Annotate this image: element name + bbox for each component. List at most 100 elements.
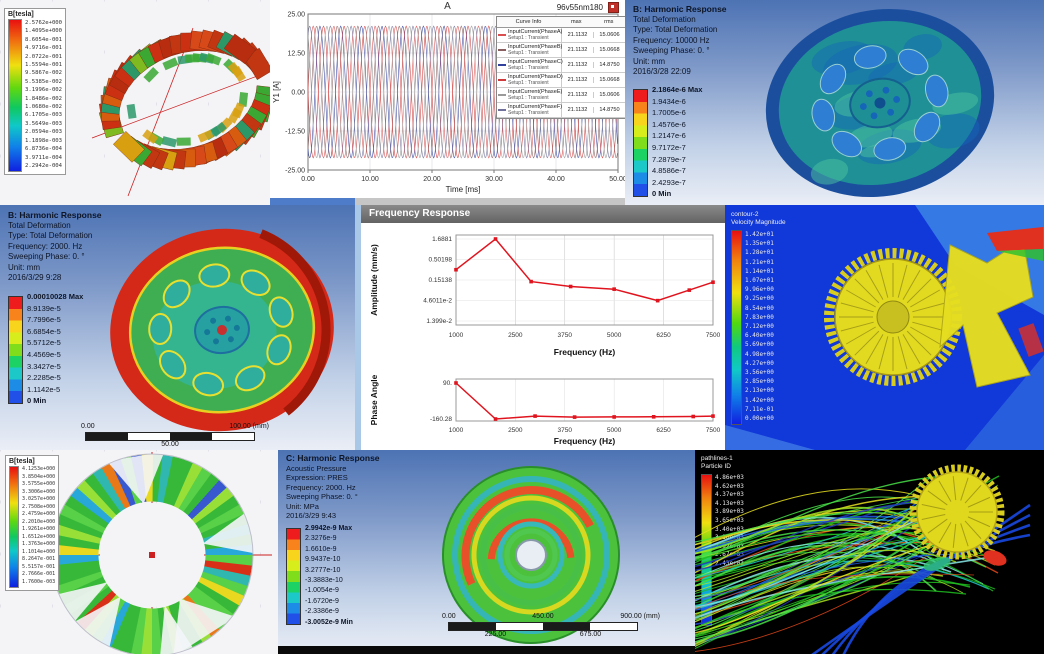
svg-text:3750: 3750 bbox=[557, 332, 572, 339]
cfd-velocity-contour-panel: contour-2 Velocity Magnitude 1.42e+01 1.3… bbox=[725, 205, 1044, 450]
info-line: Expression: PRES bbox=[286, 473, 348, 482]
flux-colorbar bbox=[8, 19, 22, 172]
legend-values: 2.9942e-9 Max 2.3276e-9 1.6610e-9 9.9437e-1… bbox=[305, 524, 353, 628]
legend-title: B[tesla] bbox=[9, 458, 35, 465]
legend-value: 8.9139e-5 bbox=[27, 303, 61, 313]
legend-value: -3.0052e-9 Min bbox=[305, 618, 353, 626]
svg-text:25.00: 25.00 bbox=[287, 12, 305, 19]
legend-value: 1.9434e-6 bbox=[652, 96, 686, 106]
legend-value: 3.3006e+000 bbox=[22, 488, 56, 495]
legend-colorbar bbox=[286, 528, 301, 625]
result-info-block: C: Harmonic Response Acoustic Pressure Exp… bbox=[286, 453, 380, 521]
harmonic-response-2000hz-panel: B: Harmonic Response Total Deformation Typ… bbox=[0, 205, 355, 450]
svg-text:7500: 7500 bbox=[706, 427, 721, 434]
window-bottom-edge bbox=[278, 646, 695, 654]
info-line: Type: Total Deformation bbox=[633, 25, 718, 34]
legend-value: 4.9716e-001 bbox=[25, 45, 63, 52]
info-line: C: Harmonic Response bbox=[286, 453, 380, 463]
legend-values: 4.1253e+000 3.8504e+000 3.5755e+000 3.3006e… bbox=[22, 466, 55, 588]
legend-value: 2.5762e+000 bbox=[25, 20, 63, 26]
curve-setup: Setup1 : Transient bbox=[508, 35, 549, 41]
info-line: Sweeping Phase: 0. ° bbox=[8, 252, 85, 261]
svg-text:40.00: 40.00 bbox=[547, 176, 565, 183]
ruler-label: 450.00 bbox=[532, 613, 554, 620]
legend-value: 6.1705e-003 bbox=[25, 112, 63, 119]
svg-text:5000: 5000 bbox=[607, 332, 622, 339]
ruler-bar bbox=[85, 432, 255, 441]
info-line: 2016/3/29 9:43 bbox=[286, 511, 337, 520]
pressure-legend: 2.9942e-9 Max 2.3276e-9 1.6610e-9 9.9437e-1… bbox=[286, 524, 353, 628]
legend-value: 9.9437e-10 bbox=[305, 556, 341, 564]
legend-value: 2.2942e-004 bbox=[25, 162, 63, 169]
info-line: Sweeping Phase: 0. ° bbox=[286, 492, 358, 501]
legend-value: 2.7508e+000 bbox=[22, 503, 56, 510]
svg-text:1.6881: 1.6881 bbox=[432, 236, 452, 243]
col-rms: rms bbox=[604, 19, 614, 25]
legend-value: 4.98e+00 bbox=[745, 350, 774, 358]
svg-text:12.50: 12.50 bbox=[287, 51, 305, 58]
svg-text:7500: 7500 bbox=[706, 332, 721, 339]
legend-title: contour-2 bbox=[731, 211, 759, 218]
legend-values: 2.5762e+000 1.4095e+000 8.6054e-001 4.9716e… bbox=[25, 19, 62, 172]
legend-value: 3.89e+03 bbox=[715, 508, 744, 516]
legend-value: 2.0594e-003 bbox=[25, 129, 63, 136]
legend-value: 1.1142e-5 bbox=[27, 384, 61, 394]
svg-text:30.00: 30.00 bbox=[485, 176, 503, 183]
scale-ruler: 0.00 450.00 900.00 (mm) 225.00 675.00 bbox=[442, 613, 660, 638]
info-line: 2016/3/28 22:09 bbox=[633, 67, 691, 76]
info-line: Unit: mm bbox=[8, 262, 40, 272]
legend-value: 7.83e+00 bbox=[745, 313, 774, 321]
window-bottom-bar bbox=[270, 198, 625, 205]
curve-name: InputCurrent(PhaseE) bbox=[508, 89, 563, 95]
acoustic-pressure-panel: C: Harmonic Response Acoustic Pressure Exp… bbox=[278, 450, 695, 654]
table-row: InputCurrent(PhaseA) Setup1 : Transient … bbox=[497, 28, 625, 43]
svg-text:-12.50: -12.50 bbox=[285, 129, 305, 136]
curve-swatch bbox=[498, 94, 506, 96]
legend-value: 2.3276e-9 bbox=[305, 535, 337, 543]
curve-setup: Setup1 : Transient bbox=[508, 80, 549, 86]
curve-max: 21.1132 bbox=[562, 47, 594, 53]
legend-value: 4.27e+00 bbox=[745, 359, 774, 367]
velocity-legend: contour-2 Velocity Magnitude 1.42e+01 1.3… bbox=[731, 211, 786, 425]
legend-value: -1.6720e-9 bbox=[305, 597, 339, 605]
deformation-legend: 0.00010028 Max 8.9139e-5 7.7996e-5 6.6854e-… bbox=[8, 291, 83, 407]
curve-name: InputCurrent(PhaseD) bbox=[508, 74, 563, 80]
svg-text:2500: 2500 bbox=[508, 427, 523, 434]
legend-value: 1.42e+01 bbox=[745, 231, 774, 238]
legend-value: 1.07e+01 bbox=[745, 277, 774, 285]
table-row: InputCurrent(PhaseD) Setup1 : Transient … bbox=[497, 73, 625, 88]
curve-max: 21.1132 bbox=[562, 32, 594, 38]
ruler-label: 675.00 bbox=[579, 631, 602, 638]
curve-rms: 15.0668 bbox=[599, 47, 620, 53]
phase-angle-chart: 1000 2500 3750 5000 6250 7500 90. -160.28 Freque… bbox=[369, 374, 721, 446]
legend-value: 2.1864e-6 Max bbox=[652, 85, 703, 94]
legend-value: 1.6512e+000 bbox=[22, 533, 56, 540]
legend-value: -1.0054e-9 bbox=[305, 587, 339, 595]
curve-setup: Setup1 : Transient bbox=[508, 95, 549, 101]
ruler-label: 225.00 bbox=[484, 631, 507, 638]
plot-title: A bbox=[444, 1, 451, 12]
legend-value: 1.1014e+000 bbox=[22, 548, 56, 555]
maxwell-rotor-panel: B[tesla] 4.1253e+000 3.8504e+000 3.5755e+0… bbox=[0, 450, 278, 654]
legend-value: 1.7600e-003 bbox=[22, 578, 56, 585]
curve-name: InputCurrent(PhaseA) bbox=[508, 29, 563, 35]
curve-swatch bbox=[498, 34, 506, 36]
streamlines-visualization bbox=[695, 464, 1031, 654]
legend-header: contour-2 Velocity Magnitude bbox=[731, 211, 786, 227]
legend-value: 7.2879e-7 bbox=[652, 154, 686, 164]
legend-subtitle: Velocity Magnitude bbox=[731, 219, 786, 226]
legend-value: 1.9261e+000 bbox=[22, 526, 56, 532]
legend-value: 1.35e+01 bbox=[745, 240, 774, 248]
svg-text:0.15138: 0.15138 bbox=[429, 277, 453, 284]
svg-text:Amplitude (mm/s): Amplitude (mm/s) bbox=[369, 244, 379, 316]
legend-value: 1.5594e-001 bbox=[25, 62, 63, 69]
harmonic-response-10000hz-panel: B: Harmonic Response Total Deformation Typ… bbox=[625, 0, 1044, 205]
legend-value: 8.6054e-001 bbox=[25, 36, 63, 43]
curve-swatch bbox=[498, 49, 506, 51]
legend-value: 3.8504e+000 bbox=[22, 473, 56, 480]
info-line: Frequency: 10000 Hz bbox=[633, 35, 710, 45]
legend-value: 9.96e+00 bbox=[745, 286, 774, 294]
legend-values: 0.00010028 Max 8.9139e-5 7.7996e-5 6.6854e-… bbox=[27, 291, 83, 407]
curve-rms: 14.8750 bbox=[599, 107, 620, 113]
